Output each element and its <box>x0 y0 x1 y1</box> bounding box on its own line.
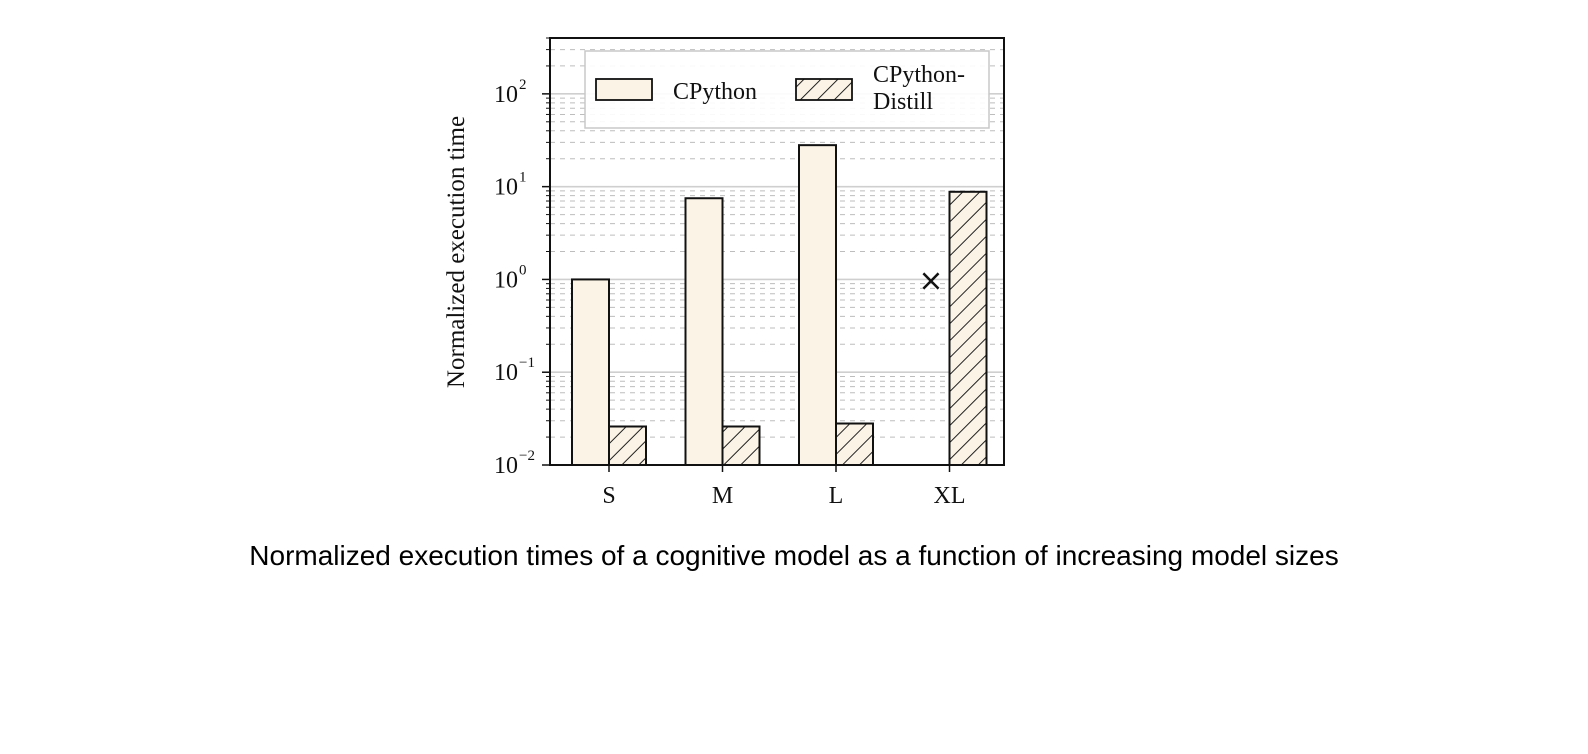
y-axis-title: Normalized execution time <box>443 116 470 388</box>
y-tick-base: 10 <box>494 175 518 201</box>
y-tick-base: 10 <box>494 453 518 479</box>
y-tick-label: 10 −2 <box>494 448 535 479</box>
axes <box>542 37 1005 472</box>
y-tick-label: 10 −1 <box>494 355 535 386</box>
legend-label: Distill <box>873 89 933 115</box>
bar-cpython-s <box>571 278 610 467</box>
bar-cpython-distill-m <box>721 425 761 466</box>
y-tick-exponent: 0 <box>519 262 527 278</box>
figure-caption: Normalized execution times of a cognitiv… <box>249 540 1339 571</box>
y-tick-label: 10 2 <box>494 77 527 108</box>
bars: × <box>571 144 988 467</box>
bar-cpython-distill-s <box>608 425 647 466</box>
x-tick-label-m: M <box>712 483 733 509</box>
y-tick-exponent: 2 <box>519 77 527 93</box>
y-tick-exponent: 1 <box>519 170 527 186</box>
bar-cpython-distill-xl <box>948 190 988 466</box>
x-tick-label-l: L <box>829 483 844 509</box>
bar-cpython-distill-l <box>835 422 874 466</box>
legend-label: CPython- <box>873 62 965 88</box>
legend-swatch-cpython <box>595 78 653 101</box>
legend-label: CPython <box>673 79 757 105</box>
y-tick-label: 10 0 <box>494 262 527 293</box>
missing-data-marker: × <box>918 263 943 298</box>
y-tick-label: 10 1 <box>494 170 527 201</box>
bar-cpython-m <box>684 197 724 466</box>
y-tick-base: 10 <box>494 82 518 108</box>
y-tick-base: 10 <box>494 267 518 293</box>
x-tick-label-xl: XL <box>934 483 966 509</box>
legend: CPython CPython-Distill <box>584 50 990 129</box>
bar-cpython-l <box>798 144 837 466</box>
x-tick-labels: S M L XL <box>602 483 965 509</box>
plot-frame <box>549 37 1005 466</box>
x-tick-label-s: S <box>602 483 615 509</box>
y-tick-exponent: −1 <box>519 355 535 371</box>
y-tick-exponent: −2 <box>519 448 535 464</box>
y-tick-base: 10 <box>494 360 518 386</box>
legend-swatch-cpython-distill <box>795 78 853 101</box>
